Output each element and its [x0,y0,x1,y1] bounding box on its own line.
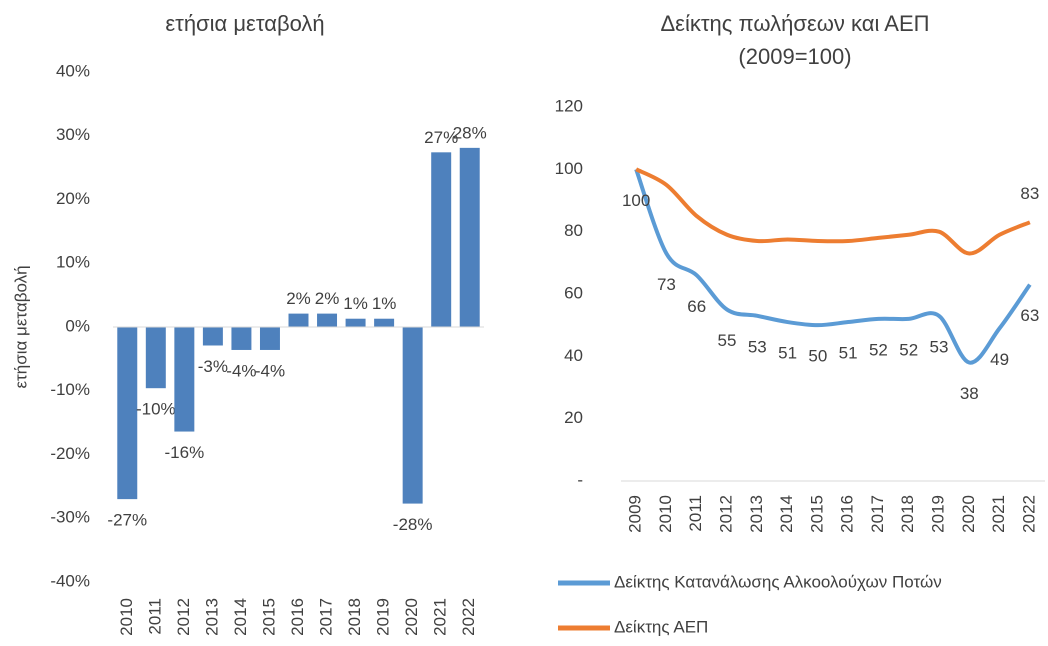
x-tick-label: 2013 [202,598,221,636]
y-tick-label: -10% [50,380,90,399]
y-tick-label: -40% [50,571,90,590]
bar [288,313,309,327]
y-tick-label: 120 [555,96,583,115]
legend-label: Δείκτης Κατανάλωσης Αλκοολούχων Ποτών [614,572,942,591]
y-tick-label: 20% [56,189,90,208]
line-title: Δείκτης πωλήσεων και ΑΕΠ [660,11,929,36]
y-tick-label: 10% [56,253,90,272]
x-tick-label: 2021 [431,598,450,636]
bar-title: ετήσια μεταβολή [165,11,324,36]
x-tick-label: 2016 [838,495,857,533]
y-tick-label: 20 [564,408,583,427]
y-tick-label: - [577,470,583,489]
y-axis-label: ετήσια μεταβολή [11,265,30,388]
y-tick-label: 100 [555,159,583,178]
data-label: 1% [372,294,397,313]
y-tick-label: -20% [50,444,90,463]
x-tick-label: 2020 [402,598,421,636]
x-tick-label: 2012 [174,598,193,636]
x-tick-label: 2019 [374,598,393,636]
bar [259,327,280,350]
data-label: 51 [839,344,858,363]
data-label: 83 [1020,184,1039,203]
x-tick-label: 2017 [868,495,887,533]
line [634,168,1032,365]
data-label: 53 [748,337,767,356]
x-tick-label: 2015 [259,598,278,636]
bar [317,313,338,327]
y-tick-label: 60 [564,283,583,302]
data-label: 38 [960,384,979,403]
y-tick-label: 0% [65,316,90,335]
line-title: (2009=100) [738,44,851,69]
data-label: 1% [343,294,368,313]
y-tick-label: 40% [56,61,90,80]
data-label: 49 [990,350,1009,369]
y-tick-label: 30% [56,125,90,144]
x-tick-label: 2011 [686,495,705,532]
data-label: -4% [226,361,256,380]
x-tick-label: 2020 [959,495,978,533]
x-tick-label: 2019 [928,495,947,533]
data-label: 50 [808,347,827,366]
data-label: -27% [107,511,147,530]
x-tick-label: 2022 [1019,495,1038,533]
data-label: 100 [622,191,650,210]
x-tick-label: 2013 [747,495,766,533]
data-label: 52 [899,340,918,359]
bar [231,327,252,350]
y-tick-label: 80 [564,221,583,240]
data-label: 2% [315,289,340,308]
data-label: -16% [165,443,205,462]
data-label: 73 [657,275,676,294]
bar [374,318,395,327]
data-label: -28% [393,515,433,534]
x-tick-label: 2022 [459,598,478,636]
x-tick-label: 2014 [231,598,250,636]
x-tick-label: 2021 [989,495,1008,533]
data-label: 2% [286,289,311,308]
bar [145,327,166,389]
data-label: 51 [778,344,797,363]
bar [202,327,223,346]
x-tick-label: 2015 [807,495,826,533]
y-tick-label: -30% [50,508,90,527]
bar [345,318,366,327]
x-tick-label: 2014 [777,495,796,533]
data-label: 53 [930,337,949,356]
bar [174,327,195,432]
legend-label: Δείκτης ΑΕΠ [614,617,708,636]
data-label: 55 [718,331,737,350]
x-tick-label: 2016 [288,598,307,636]
x-tick-label: 2011 [145,598,164,635]
bar [117,327,138,500]
x-tick-label: 2010 [656,495,675,533]
data-label: -3% [198,357,228,376]
bar [431,152,452,327]
y-tick-label: 40 [564,346,583,365]
data-label: 66 [687,297,706,316]
data-label: 63 [1020,306,1039,325]
data-label: 28% [453,123,487,142]
bar [459,147,480,327]
x-tick-label: 2010 [117,598,136,636]
x-tick-label: 2018 [898,495,917,533]
data-label: 52 [869,340,888,359]
x-tick-label: 2009 [626,495,645,533]
x-tick-label: 2017 [317,598,336,636]
x-tick-label: 2012 [716,495,735,533]
data-label: -4% [255,361,285,380]
x-tick-label: 2018 [345,598,364,636]
bar [402,327,423,504]
data-label: 27% [424,128,458,147]
data-label: -10% [136,400,176,419]
line [635,167,1031,256]
